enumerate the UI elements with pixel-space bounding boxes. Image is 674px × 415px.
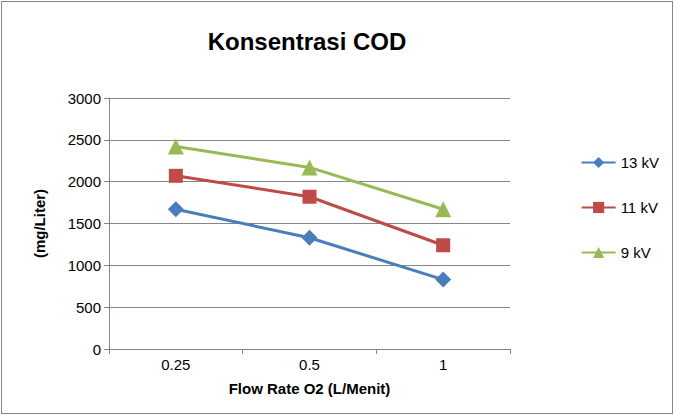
svg-text:Konsentrasi COD: Konsentrasi COD: [208, 28, 407, 55]
svg-text:3000: 3000: [68, 90, 101, 107]
svg-text:0.25: 0.25: [161, 356, 190, 373]
svg-text:0: 0: [93, 341, 101, 358]
svg-text:Flow Rate O2 (L/Menit): Flow Rate O2 (L/Menit): [229, 380, 391, 397]
svg-text:(mg/Liter): (mg/Liter): [31, 189, 48, 258]
svg-text:1: 1: [439, 356, 447, 373]
svg-text:13 kV: 13 kV: [621, 154, 659, 171]
svg-text:1500: 1500: [68, 215, 101, 232]
svg-text:11 kV: 11 kV: [621, 199, 658, 216]
svg-text:1000: 1000: [68, 257, 101, 274]
svg-text:9 kV: 9 kV: [621, 244, 651, 261]
svg-text:0.5: 0.5: [299, 356, 320, 373]
svg-text:500: 500: [76, 299, 101, 316]
svg-text:2000: 2000: [68, 173, 101, 190]
svg-text:2500: 2500: [68, 131, 101, 148]
